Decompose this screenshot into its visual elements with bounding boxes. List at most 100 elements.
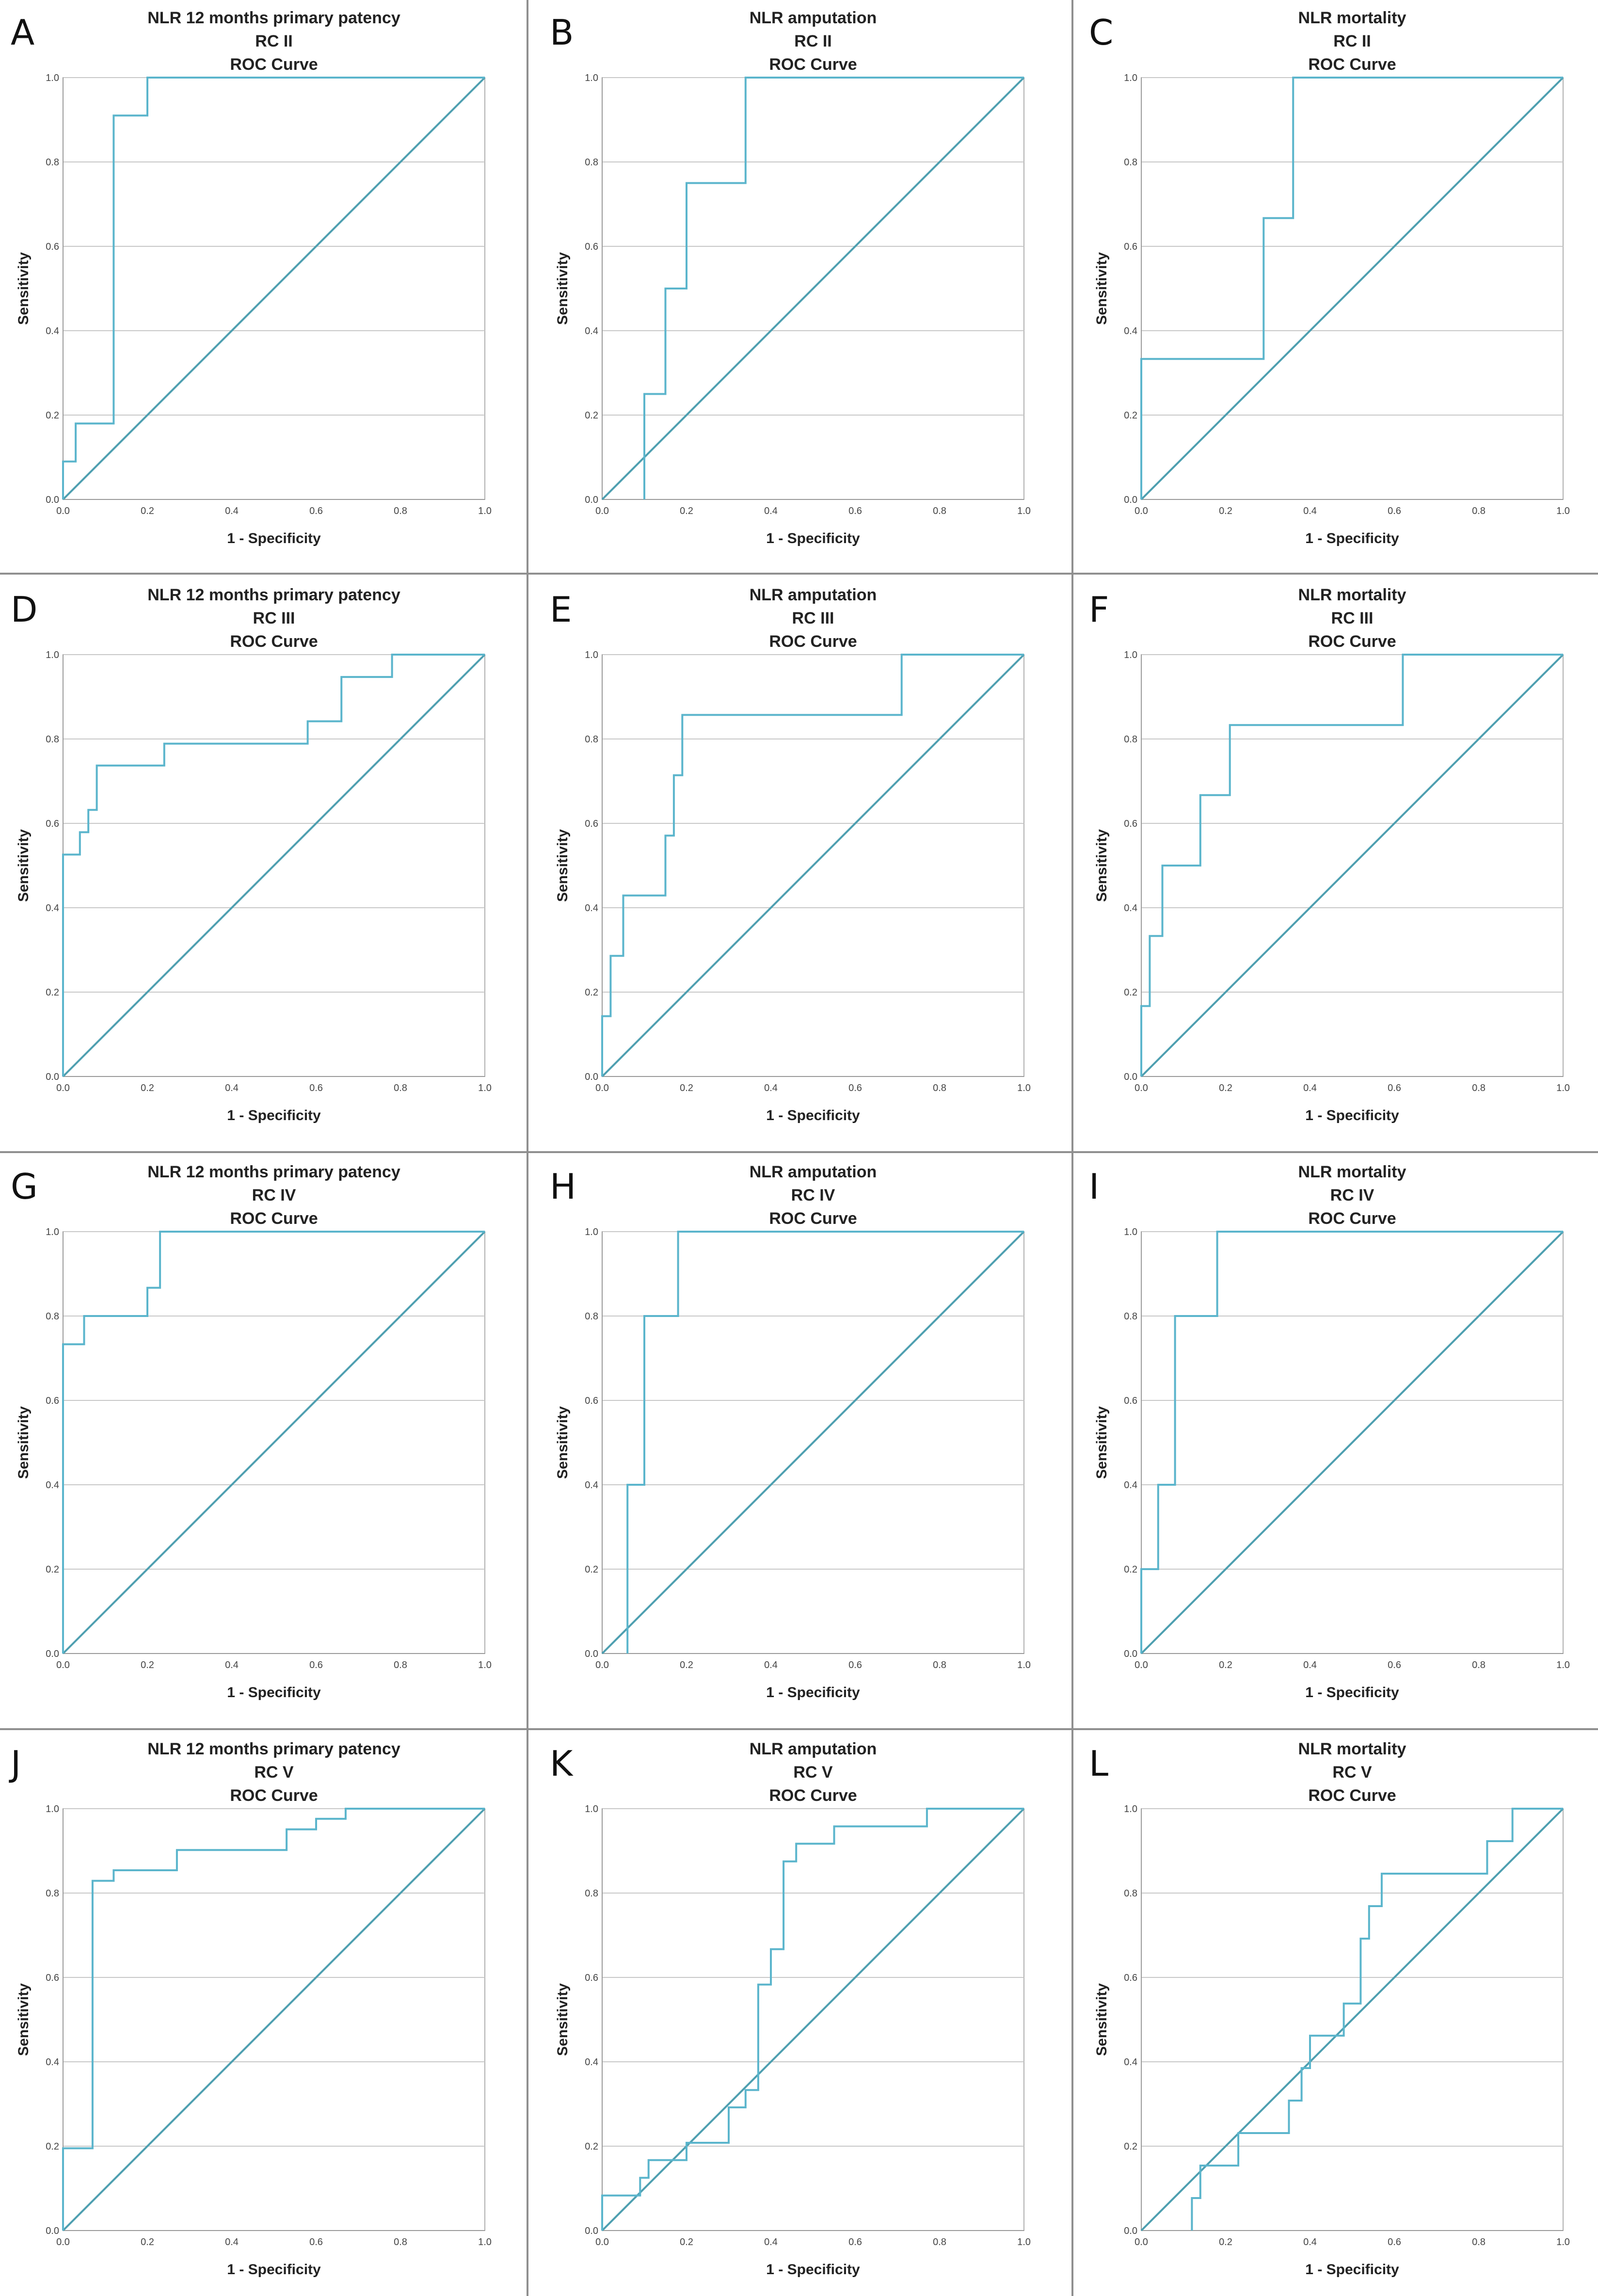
- x-tick-label: 0.2: [680, 1083, 693, 1093]
- x-tick-label: 0.8: [1472, 506, 1486, 516]
- chart-title-line: ROC Curve: [769, 1786, 857, 1805]
- x-tick-label: 0.8: [394, 1083, 407, 1093]
- chart-title-line: NLR amputation: [750, 1740, 877, 1758]
- x-tick-label: 1.0: [1556, 1083, 1570, 1093]
- x-tick-label: 1.0: [478, 1660, 492, 1670]
- y-tick-label: 0.4: [46, 903, 59, 914]
- y-tick-label: 1.0: [1124, 1227, 1137, 1237]
- y-tick-label: 0.6: [46, 241, 59, 252]
- x-tick-label: 1.0: [478, 1083, 492, 1093]
- x-tick-label: 0.6: [848, 1660, 862, 1670]
- y-tick-label: 0.0: [585, 2226, 598, 2236]
- y-axis-label: Sensitivity: [1094, 829, 1110, 902]
- roc-curve: [62, 1808, 485, 2231]
- chart-title-line: NLR 12 months primary patency: [147, 1740, 400, 1758]
- y-tick-label: 0.4: [1124, 2057, 1137, 2068]
- y-tick-label: 0.4: [585, 903, 598, 914]
- panel-letter: A: [11, 12, 34, 53]
- x-axis-label: 1 - Specificity: [766, 530, 860, 546]
- chart-title-line: ROC Curve: [769, 1209, 857, 1228]
- x-tick-label: 0.8: [1472, 1660, 1486, 1670]
- y-tick-label: 0.8: [1124, 734, 1137, 745]
- y-tick-label: 0.0: [585, 495, 598, 505]
- reference-line: [1140, 654, 1564, 1077]
- y-tick-label: 0.2: [585, 987, 598, 998]
- x-tick-label: 0.8: [933, 1660, 946, 1670]
- x-axis-label: 1 - Specificity: [227, 530, 321, 546]
- chart-title-line: ROC Curve: [1308, 1209, 1396, 1228]
- chart-title-line: RC V: [793, 1763, 833, 1782]
- x-tick-label: 0.2: [141, 2237, 154, 2248]
- x-tick-label: 0.6: [309, 506, 323, 516]
- panel-j: J NLR 12 months primary patency RC V ROC Cu…: [9, 1740, 492, 2278]
- y-tick-label: 0.8: [46, 1311, 59, 1322]
- y-tick-label: 1.0: [1124, 73, 1137, 83]
- x-tick-label: 0.0: [595, 1083, 609, 1093]
- x-tick-label: 0.6: [848, 1083, 862, 1093]
- y-tick-label: 0.6: [1124, 241, 1137, 252]
- x-axis-label: 1 - Specificity: [766, 1685, 860, 1701]
- panel-e: E NLR amputation RC III ROC Curve 0.00.0 0.2 0…: [550, 586, 1031, 1124]
- y-axis-label: Sensitivity: [555, 1983, 571, 2056]
- x-tick-label: 0.0: [56, 1660, 70, 1670]
- y-tick-label: 0.8: [1124, 157, 1137, 168]
- x-axis-label: 1 - Specificity: [1305, 2262, 1399, 2278]
- reference-line: [1140, 77, 1564, 500]
- x-tick-label: 0.4: [225, 1660, 239, 1670]
- y-tick-label: 1.0: [585, 1227, 598, 1237]
- x-tick-label: 1.0: [1017, 506, 1031, 516]
- panels: A NLR 12 months primary patency RC II ROC C…: [9, 9, 1570, 2278]
- y-tick-label: 0.6: [46, 819, 59, 829]
- chart-title-line: RC III: [1331, 609, 1374, 627]
- reference-line: [601, 1808, 1025, 2232]
- reference-line: [62, 1231, 486, 1654]
- x-tick-label: 0.8: [1472, 2237, 1486, 2248]
- roc-curve: [62, 77, 485, 499]
- x-tick-label: 0.2: [141, 1660, 154, 1670]
- y-tick-label: 0.0: [1124, 1649, 1137, 1659]
- x-tick-label: 0.0: [1135, 1660, 1148, 1670]
- y-tick-label: 0.8: [1124, 1888, 1137, 1899]
- y-tick-label: 0.0: [585, 1072, 598, 1082]
- y-tick-label: 0.2: [46, 2141, 59, 2152]
- y-tick-label: 0.0: [46, 1649, 59, 1659]
- y-tick-label: 0.4: [1124, 1480, 1137, 1491]
- y-tick-label: 0.0: [1124, 495, 1137, 505]
- y-axis-label: Sensitivity: [555, 252, 571, 325]
- x-tick-label: 1.0: [478, 2237, 492, 2248]
- y-tick-label: 0.6: [46, 1396, 59, 1406]
- x-tick-label: 1.0: [1556, 2237, 1570, 2248]
- x-tick-label: 0.4: [764, 1660, 778, 1670]
- y-tick-label: 0.8: [1124, 1311, 1137, 1322]
- y-tick-label: 0.0: [46, 1072, 59, 1082]
- y-tick-label: 0.6: [46, 1973, 59, 1983]
- chart-title-line: ROC Curve: [1308, 55, 1396, 74]
- panel-g: G NLR 12 months primary patency RC IV ROC C…: [11, 1163, 492, 1701]
- x-tick-label: 0.2: [1219, 506, 1232, 516]
- chart-title-line: RC V: [1332, 1763, 1372, 1782]
- chart-title-line: ROC Curve: [230, 632, 318, 651]
- chart-title-line: NLR amputation: [750, 9, 877, 27]
- y-axis-label: Sensitivity: [1094, 252, 1110, 325]
- chart-title-line: NLR amputation: [750, 586, 877, 604]
- y-tick-label: 0.8: [46, 157, 59, 168]
- roc-curve: [1191, 1808, 1563, 2231]
- x-tick-label: 0.6: [309, 1660, 323, 1670]
- panel-letter: E: [550, 589, 572, 630]
- x-tick-label: 0.0: [595, 1660, 609, 1670]
- panel-letter: I: [1089, 1166, 1099, 1207]
- x-tick-label: 1.0: [478, 506, 492, 516]
- y-tick-label: 1.0: [585, 73, 598, 83]
- x-tick-label: 0.0: [56, 506, 70, 516]
- y-tick-label: 0.6: [585, 819, 598, 829]
- y-tick-label: 0.2: [46, 987, 59, 998]
- y-tick-label: 0.0: [46, 495, 59, 505]
- y-tick-label: 0.8: [585, 157, 598, 168]
- panel-letter: D: [11, 589, 37, 630]
- chart-title-line: ROC Curve: [230, 1786, 318, 1805]
- y-tick-label: 0.0: [1124, 1072, 1137, 1082]
- roc-curve: [62, 1231, 485, 1654]
- y-tick-label: 0.6: [585, 1396, 598, 1406]
- chart-title-line: RC III: [253, 609, 295, 627]
